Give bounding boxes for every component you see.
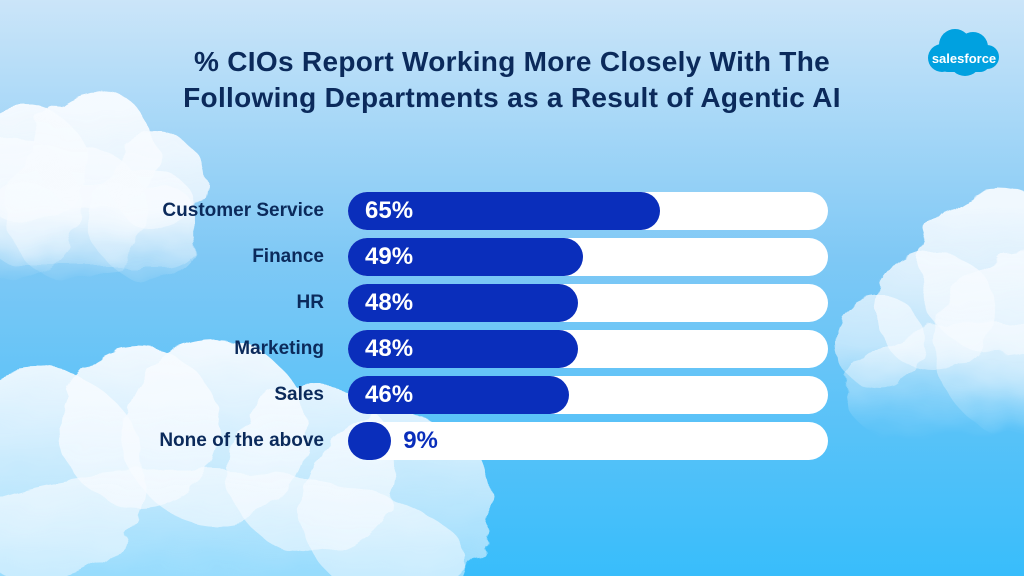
cloud-bottom-left xyxy=(0,340,493,576)
salesforce-wordmark: salesforce xyxy=(932,51,996,66)
bar-row: HR 48% xyxy=(0,284,1024,322)
bar-track: 65% xyxy=(348,192,828,230)
bar-track: 46% xyxy=(348,376,828,414)
title-line-2: Following Departments as a Result of Age… xyxy=(183,82,841,113)
bar-fill xyxy=(348,422,392,460)
category-label: Customer Service xyxy=(162,200,324,221)
bar-track: 49% xyxy=(348,238,828,276)
bar-value-label: 48% xyxy=(365,335,414,362)
salesforce-logo: salesforce xyxy=(922,26,1004,78)
category-label: Sales xyxy=(274,384,324,405)
bar-track: 48% xyxy=(348,284,828,322)
bar-value-label: 9% xyxy=(403,427,438,454)
category-label: None of the above xyxy=(159,430,324,451)
bar-row: Sales 46% xyxy=(0,376,1024,414)
category-label: Marketing xyxy=(234,338,324,359)
bar-value-label: 65% xyxy=(365,197,414,224)
category-label: HR xyxy=(296,292,324,313)
category-label: Finance xyxy=(252,246,324,267)
cloud-right xyxy=(834,190,1024,462)
bar-value-label: 46% xyxy=(365,381,414,408)
bar-row: Finance 49% xyxy=(0,238,1024,276)
page-title: % CIOs Report Working More Closely With … xyxy=(0,44,1024,116)
bar-fill xyxy=(348,238,584,276)
title-line-1: % CIOs Report Working More Closely With … xyxy=(194,46,830,77)
bar-value-label: 48% xyxy=(365,289,414,316)
bar-row: Marketing 48% xyxy=(0,330,1024,368)
bar-fill xyxy=(348,376,569,414)
bar-value-label: 49% xyxy=(365,243,414,270)
bar-fill xyxy=(348,330,579,368)
bar-track: 48% xyxy=(348,330,828,368)
bar-chart: Customer Service 65% Finance 49% HR 48% Market… xyxy=(0,192,1024,468)
salesforce-cloud-icon: salesforce xyxy=(928,29,999,76)
bar-fill xyxy=(348,192,660,230)
bar-track: 9% xyxy=(348,422,828,460)
bar-row: None of the above 9% xyxy=(0,422,1024,460)
bar-fill xyxy=(348,284,579,322)
cloud-top-left xyxy=(0,90,206,282)
bar-row: Customer Service 65% xyxy=(0,192,1024,230)
